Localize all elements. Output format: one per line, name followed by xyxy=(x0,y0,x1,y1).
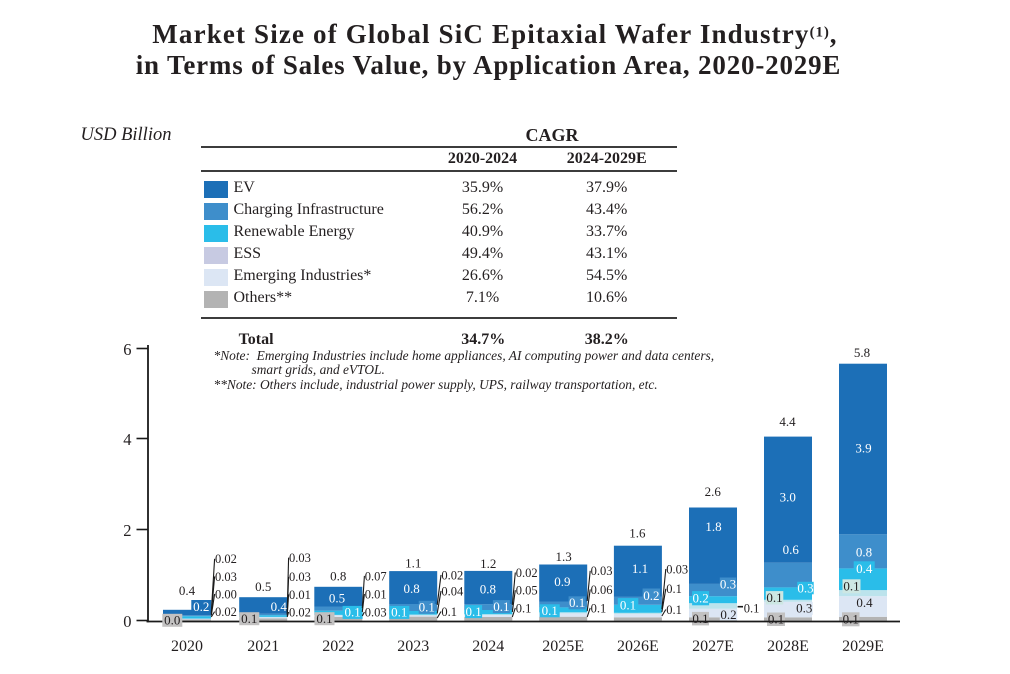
svg-text:2025E: 2025E xyxy=(542,638,584,655)
svg-text:5.8: 5.8 xyxy=(854,345,870,360)
svg-text:0.8: 0.8 xyxy=(403,581,419,596)
svg-text:0.02: 0.02 xyxy=(441,568,463,582)
svg-text:0.03: 0.03 xyxy=(289,551,311,565)
svg-text:0.3: 0.3 xyxy=(797,580,813,595)
svg-text:0.1: 0.1 xyxy=(241,611,257,626)
svg-text:2023: 2023 xyxy=(397,638,429,655)
svg-text:1.8: 1.8 xyxy=(705,519,721,534)
svg-text:0.2: 0.2 xyxy=(692,591,708,606)
svg-text:2.6: 2.6 xyxy=(705,484,722,499)
svg-text:1.1: 1.1 xyxy=(632,561,648,576)
svg-text:0.02: 0.02 xyxy=(516,566,538,580)
svg-text:2029E: 2029E xyxy=(842,638,884,655)
svg-text:0.1: 0.1 xyxy=(591,601,607,615)
svg-text:4: 4 xyxy=(123,430,131,449)
svg-text:0.3: 0.3 xyxy=(720,576,736,591)
svg-text:0.2: 0.2 xyxy=(193,599,209,614)
svg-text:0.3: 0.3 xyxy=(796,601,812,616)
svg-text:4.4: 4.4 xyxy=(779,414,796,429)
svg-text:2021: 2021 xyxy=(247,638,279,655)
svg-text:2022: 2022 xyxy=(322,638,354,655)
svg-text:2028E: 2028E xyxy=(767,638,809,655)
svg-text:0.9: 0.9 xyxy=(554,574,570,589)
svg-text:0.02: 0.02 xyxy=(289,605,311,619)
svg-text:0.1: 0.1 xyxy=(344,605,360,620)
svg-text:3.9: 3.9 xyxy=(855,440,871,455)
svg-text:0.2: 0.2 xyxy=(720,607,736,622)
svg-text:0.1: 0.1 xyxy=(843,612,859,627)
svg-text:0.1: 0.1 xyxy=(692,611,708,626)
svg-text:0.03: 0.03 xyxy=(215,570,237,584)
svg-text:0.03: 0.03 xyxy=(666,562,688,576)
svg-text:0.07: 0.07 xyxy=(365,569,387,583)
svg-text:0.1: 0.1 xyxy=(465,604,481,619)
svg-text:0.03: 0.03 xyxy=(591,564,613,578)
svg-text:2: 2 xyxy=(123,521,131,540)
svg-text:0.06: 0.06 xyxy=(591,583,613,597)
svg-text:0.04: 0.04 xyxy=(441,584,464,598)
svg-text:0.1: 0.1 xyxy=(316,611,332,626)
svg-text:0.1: 0.1 xyxy=(843,579,859,594)
svg-text:1.2: 1.2 xyxy=(480,556,496,571)
svg-text:0.1: 0.1 xyxy=(666,582,682,596)
svg-text:1.6: 1.6 xyxy=(629,526,646,541)
svg-text:0.02: 0.02 xyxy=(215,605,237,619)
svg-text:0.4: 0.4 xyxy=(856,561,873,576)
svg-text:0.5: 0.5 xyxy=(255,579,271,594)
svg-text:0.1: 0.1 xyxy=(569,595,585,610)
svg-text:0.05: 0.05 xyxy=(516,584,538,598)
svg-text:0.1: 0.1 xyxy=(441,605,457,619)
svg-text:0.02: 0.02 xyxy=(215,552,237,566)
svg-text:0.1: 0.1 xyxy=(744,602,760,616)
svg-text:0.2: 0.2 xyxy=(643,588,659,603)
svg-text:0.1: 0.1 xyxy=(768,612,784,627)
svg-text:0.00: 0.00 xyxy=(215,587,237,601)
svg-text:0.4: 0.4 xyxy=(179,583,196,598)
svg-text:0.1: 0.1 xyxy=(493,599,509,614)
svg-text:0.1: 0.1 xyxy=(620,598,636,613)
svg-text:0.8: 0.8 xyxy=(480,581,496,596)
svg-text:0.4: 0.4 xyxy=(856,595,873,610)
svg-text:0.1: 0.1 xyxy=(542,603,558,618)
svg-text:2020: 2020 xyxy=(171,638,203,655)
svg-text:2026E: 2026E xyxy=(617,638,659,655)
svg-text:1.3: 1.3 xyxy=(555,549,571,564)
svg-text:0.03: 0.03 xyxy=(365,605,387,619)
svg-text:0.1: 0.1 xyxy=(516,601,532,615)
svg-text:0.8: 0.8 xyxy=(856,544,872,559)
svg-text:0.0: 0.0 xyxy=(164,613,180,628)
svg-text:0.6: 0.6 xyxy=(783,542,800,557)
svg-text:0.01: 0.01 xyxy=(365,587,387,601)
svg-text:0.8: 0.8 xyxy=(330,569,346,584)
svg-text:6: 6 xyxy=(123,340,131,359)
svg-text:1.1: 1.1 xyxy=(405,555,421,570)
svg-text:0: 0 xyxy=(123,612,131,631)
svg-text:0.01: 0.01 xyxy=(289,588,311,602)
svg-text:2024: 2024 xyxy=(472,638,504,655)
svg-text:0.1: 0.1 xyxy=(419,600,435,615)
svg-text:2027E: 2027E xyxy=(692,638,734,655)
svg-text:0.03: 0.03 xyxy=(289,570,311,584)
svg-text:3.0: 3.0 xyxy=(780,490,796,505)
svg-text:0.1: 0.1 xyxy=(391,605,407,620)
svg-text:0.4: 0.4 xyxy=(271,599,288,614)
svg-text:0.5: 0.5 xyxy=(329,590,345,605)
svg-text:0.1: 0.1 xyxy=(666,603,682,617)
svg-text:0.1: 0.1 xyxy=(766,590,782,605)
